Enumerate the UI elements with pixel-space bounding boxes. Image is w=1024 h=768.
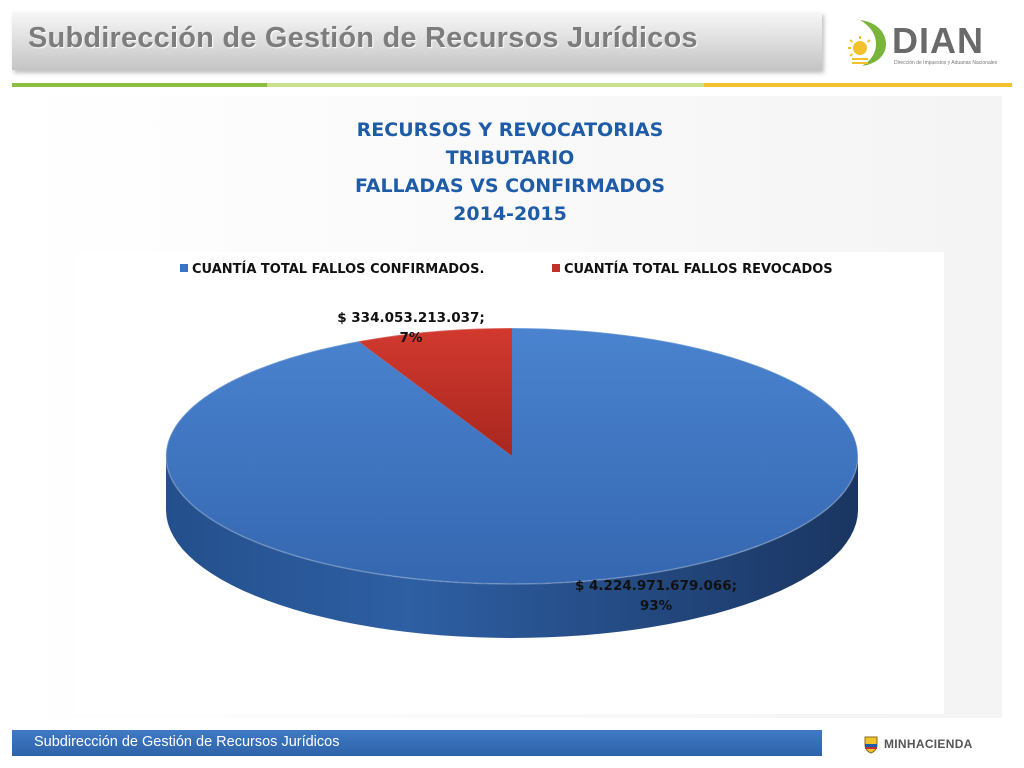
- chart-title-line: 2014-2015: [453, 203, 567, 225]
- chart-title-line: RECURSOS Y REVOCATORIAS: [356, 119, 664, 141]
- data-label-value: $ 4.224.971.679.066;: [574, 578, 738, 594]
- data-label-percent: 93%: [639, 598, 673, 614]
- chart-title-line: TRIBUTARIO: [445, 147, 575, 169]
- header-stripe-lightgreen: [267, 83, 704, 87]
- legend-swatch-red: [552, 264, 560, 272]
- header-stripe-green: [12, 83, 267, 87]
- minhacienda-logo: MINHACIENDA: [858, 728, 992, 760]
- footer-bar: Subdirección de Gestión de Recursos Jurí…: [12, 730, 822, 756]
- coat-of-arms-icon: [864, 736, 878, 754]
- pie-side-wall: [166, 456, 858, 638]
- dian-logo-text: DIAN: [892, 20, 984, 61]
- legend-item-confirmados: CUANTÍA TOTAL FALLOS CONFIRMADOS.: [180, 262, 484, 277]
- legend-swatch-blue: [180, 264, 188, 272]
- page-title: Subdirección de Gestión de Recursos Jurí…: [28, 22, 698, 54]
- legend-label: CUANTÍA TOTAL FALLOS CONFIRMADOS.: [192, 262, 485, 277]
- data-label-value: $ 334.053.213.037;: [337, 310, 485, 326]
- pie-slice-revocados: [358, 328, 512, 456]
- chart-title-line: FALLADAS VS CONFIRMADOS: [354, 175, 666, 197]
- data-label-percent: 7%: [399, 330, 423, 346]
- footer-text: Subdirección de Gestión de Recursos Jurí…: [34, 734, 340, 750]
- legend-label: CUANTÍA TOTAL FALLOS REVOCADOS: [564, 262, 833, 277]
- plot-area: CUANTÍA TOTAL FALLOS CONFIRMADOS. CUANTÍ…: [74, 252, 944, 714]
- header-band: [12, 12, 822, 70]
- pie-slice-confirmados: [165, 328, 858, 584]
- pie-chart: [165, 327, 859, 638]
- legend-item-revocados: CUANTÍA TOTAL FALLOS REVOCADOS: [552, 262, 833, 277]
- dian-logo-subtext: Dirección de Impuestos y Aduanas Naciona…: [894, 60, 998, 66]
- data-label-revocados: $ 334.053.213.037; 7%: [336, 308, 486, 348]
- data-label-confirmados: $ 4.224.971.679.066; 93%: [566, 576, 746, 616]
- dian-emblem-icon: [848, 20, 886, 66]
- minhacienda-logo-text: MINHACIENDA: [884, 737, 973, 751]
- header-stripe-yellow: [704, 83, 1012, 87]
- chart-title: RECURSOS Y REVOCATORIAS TRIBUTARIO FALLA…: [260, 116, 760, 228]
- dian-logo: DIAN Dirección de Impuestos y Aduanas Na…: [846, 16, 998, 68]
- pie-rim: [165, 327, 859, 585]
